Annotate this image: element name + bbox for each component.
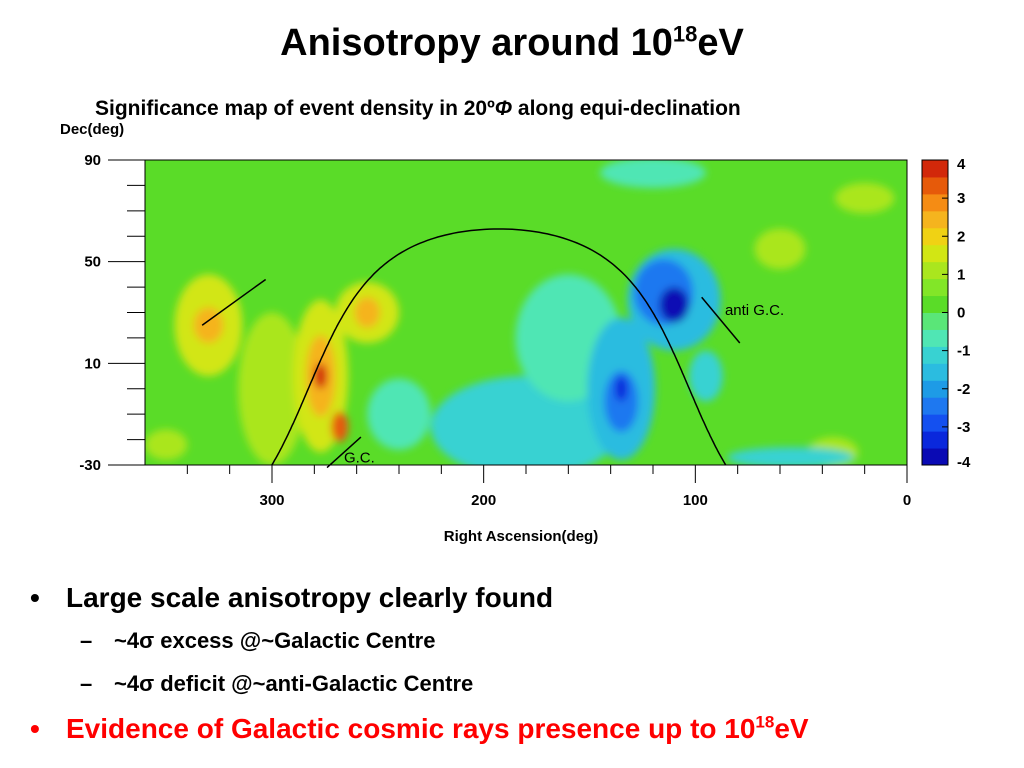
bullet-item-2: – ~4σ excess @~Galactic Centre bbox=[80, 628, 435, 654]
deficit-region bbox=[600, 160, 706, 188]
colorbar-swatch bbox=[922, 431, 948, 449]
colorbar-swatch bbox=[922, 227, 948, 246]
colorbar-swatch bbox=[922, 414, 948, 432]
bullet-marker: • bbox=[30, 582, 40, 613]
cross-mark bbox=[326, 436, 362, 469]
x-tick-label: 100 bbox=[683, 492, 708, 509]
chart-subtitle-prefix: Significance map of event density in 20º bbox=[95, 97, 495, 120]
colorbar-swatch bbox=[922, 244, 948, 263]
colorbar-swatch bbox=[922, 346, 948, 364]
deficit-region bbox=[614, 376, 628, 402]
deficit-region bbox=[367, 378, 431, 450]
deficit-region bbox=[688, 350, 723, 402]
excess-region bbox=[331, 411, 349, 443]
y-tick-label: 10 bbox=[84, 355, 101, 372]
bullet-text: Evidence of Galactic cosmic rays presenc… bbox=[66, 713, 756, 744]
bullet-marker: – bbox=[80, 628, 93, 653]
colorbar-tick-label: 4 bbox=[957, 156, 966, 173]
x-axis-label: Right Ascension(deg) bbox=[444, 528, 598, 545]
slide-title-text: Anisotropy around 10 bbox=[280, 22, 673, 64]
annotation-label: G.C. bbox=[344, 449, 375, 466]
galactic-plane bbox=[270, 228, 727, 465]
deficit-region bbox=[659, 287, 689, 323]
colorbar-swatch bbox=[922, 380, 948, 398]
colorbar-tick-label: 2 bbox=[957, 228, 965, 245]
cross-mark bbox=[701, 296, 741, 344]
excess-region bbox=[238, 312, 306, 465]
colorbar-swatch bbox=[922, 312, 948, 330]
colorbar-tick-label: 0 bbox=[957, 305, 965, 322]
slide-title: Anisotropy around 1018eV bbox=[0, 22, 1024, 65]
excess-region bbox=[754, 228, 806, 270]
colorbar-swatch bbox=[922, 295, 948, 313]
bullet-unit: eV bbox=[774, 713, 809, 744]
chart-subtitle: Significance map of event density in 20º… bbox=[95, 97, 741, 121]
bullet-exponent: 18 bbox=[755, 712, 775, 732]
colorbar-swatch bbox=[922, 261, 948, 280]
x-tick-label: 300 bbox=[259, 492, 284, 509]
heatmap-blobs bbox=[145, 160, 895, 465]
bullet-text: ~4σ deficit @~anti-Galactic Centre bbox=[114, 671, 474, 696]
bullet-item-3: – ~4σ deficit @~anti-Galactic Centre bbox=[80, 671, 473, 697]
y-tick-label: 90 bbox=[84, 152, 101, 169]
chart-subtitle-suffix: along equi-declination bbox=[512, 97, 741, 120]
x-tick-label: 0 bbox=[903, 492, 911, 509]
deficit-region bbox=[727, 447, 855, 465]
slide-title-unit: eV bbox=[697, 22, 744, 64]
annotation-label: anti G.C. bbox=[725, 302, 784, 319]
cross-mark bbox=[201, 278, 267, 326]
colorbar-swatch bbox=[922, 210, 948, 229]
heatmap-area bbox=[145, 160, 907, 465]
colorbar-tick-label: 1 bbox=[957, 266, 965, 283]
colorbar-tick-label: 3 bbox=[957, 190, 965, 207]
bullet-item-4: • Evidence of Galactic cosmic rays presen… bbox=[30, 713, 809, 745]
colorbar-swatch bbox=[922, 193, 948, 212]
bullet-text: ~4σ excess @~Galactic Centre bbox=[114, 628, 436, 653]
colorbar-swatch bbox=[922, 397, 948, 415]
excess-region bbox=[145, 429, 188, 460]
colorbar-tick-label: -4 bbox=[957, 454, 971, 471]
colorbar-swatch bbox=[922, 160, 948, 178]
y-axis-label: Dec(deg) bbox=[60, 121, 124, 138]
bullet-marker: – bbox=[80, 671, 93, 696]
chart-subtitle-phi: Φ bbox=[494, 97, 513, 120]
y-tick-label: 50 bbox=[84, 254, 101, 271]
colorbar-tick-label: -3 bbox=[957, 419, 970, 436]
colorbar-swatch bbox=[922, 278, 948, 297]
x-tick-label: 200 bbox=[471, 492, 496, 509]
colorbar-swatch bbox=[922, 363, 948, 381]
y-tick-label: -30 bbox=[79, 457, 101, 474]
bullet-marker: • bbox=[30, 713, 40, 744]
bullet-item-1: • Large scale anisotropy clearly found bbox=[30, 582, 553, 614]
excess-region bbox=[193, 307, 224, 344]
colorbar-swatch bbox=[922, 329, 948, 347]
deficit-region bbox=[604, 370, 639, 432]
excess-region bbox=[314, 363, 328, 389]
slide-title-exponent: 18 bbox=[672, 21, 698, 47]
colorbar-tick-label: -2 bbox=[957, 381, 970, 398]
colorbar-swatch bbox=[922, 448, 948, 466]
colorbar-swatch bbox=[922, 176, 948, 195]
colorbar-tick-label: -1 bbox=[957, 343, 970, 360]
excess-region bbox=[354, 297, 380, 328]
excess-region bbox=[835, 182, 895, 214]
bullet-text: Large scale anisotropy clearly found bbox=[66, 582, 554, 613]
galactic-plane-line bbox=[270, 228, 727, 465]
